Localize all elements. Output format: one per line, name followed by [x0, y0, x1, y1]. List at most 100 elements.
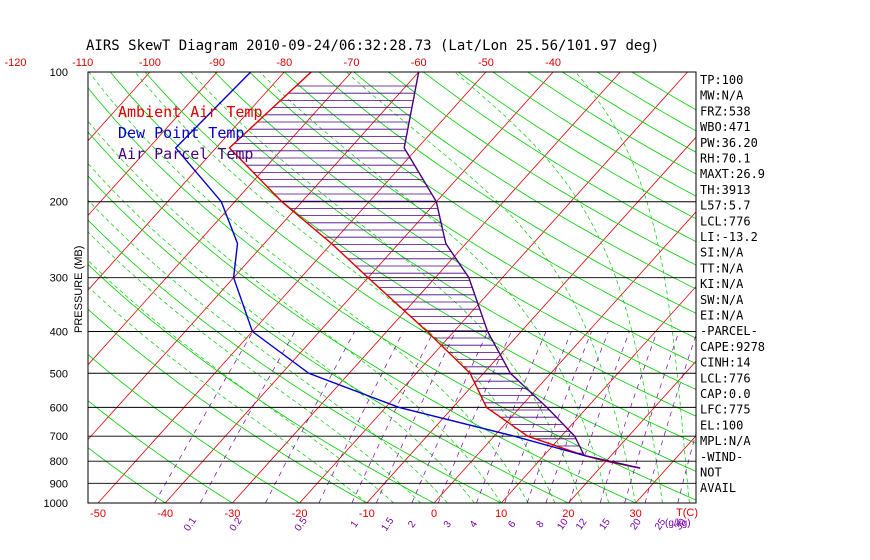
cape-hatch	[232, 85, 638, 469]
pressure-tick-label: 100	[50, 67, 68, 79]
moist-adiabat-line	[190, 72, 583, 503]
dry-adiabat-line	[284, 72, 696, 339]
mixing-ratio-tick-label: 12	[574, 516, 590, 532]
index-label: WBO:471	[700, 120, 751, 134]
dry-adiabat-line	[179, 72, 696, 417]
top-temp-tick-label: -40	[545, 57, 561, 69]
dry-adiabat-line	[388, 72, 696, 266]
mixing-ratio-line	[154, 331, 254, 503]
pressure-tick-label: 600	[50, 402, 68, 414]
index-label: EI:N/A	[700, 309, 744, 323]
index-label: AVAIL	[700, 481, 736, 495]
index-label: LCL:776	[700, 214, 751, 228]
moist-adiabat-line	[88, 199, 448, 503]
index-label: EL:100	[700, 418, 743, 432]
isotherm-line	[366, 136, 696, 503]
dry-adiabat-line	[88, 400, 233, 503]
bottom-temp-tick-label: -30	[224, 508, 240, 520]
bottom-temp-tick-label: 30	[629, 508, 641, 520]
isotherm-line	[568, 360, 696, 503]
moist-adiabat-line	[259, 72, 610, 503]
top-temp-tick-label: -120	[4, 57, 26, 69]
mixing-ratio-tick-label: 1	[349, 519, 361, 530]
pressure-tick-label: 1000	[44, 498, 68, 510]
dry-adiabat-line	[88, 354, 300, 503]
top-temp-tick-label: -70	[344, 57, 360, 69]
y-axis-label: PRESSURE (MB)	[73, 246, 85, 333]
dry-adiabat-line	[88, 263, 435, 503]
isotherm-line	[0, 72, 16, 503]
index-label: FRZ:538	[700, 104, 751, 118]
bottom-temp-tick-label: 10	[495, 508, 507, 520]
index-label: KI:N/A	[700, 277, 744, 291]
dry-adiabat-line	[527, 72, 696, 175]
pressure-tick-label: 400	[50, 326, 68, 338]
dry-adiabat-line	[249, 72, 696, 365]
isotherm-line	[770, 72, 870, 503]
top-temp-tick-label: -90	[209, 57, 225, 69]
dry-adiabat-line	[88, 175, 569, 503]
index-label: MPL:N/A	[700, 434, 751, 448]
ambient-temp-line	[228, 72, 641, 469]
moist-adiabat-line	[88, 120, 502, 503]
top-temp-tick-label: -50	[478, 57, 494, 69]
dry-adiabat-line	[88, 447, 166, 503]
isotherm-line	[433, 211, 696, 503]
dry-adiabat-line	[318, 72, 696, 314]
dry-adiabat-line	[88, 219, 502, 503]
index-label: NOT	[700, 466, 722, 480]
index-label: SW:N/A	[700, 293, 744, 307]
legend-parcel: Air Parcel Temp	[118, 145, 253, 163]
index-label: MAXT:26.9	[700, 167, 765, 181]
isotherm-line	[97, 72, 487, 503]
pressure-tick-label: 900	[50, 478, 68, 490]
index-label: SI:N/A	[700, 246, 744, 260]
pressure-tick-label: 500	[50, 368, 68, 380]
index-label: -WIND-	[700, 450, 743, 464]
mixing-ratio-tick-label: 3	[442, 519, 454, 530]
index-label: RH:70.1	[700, 152, 751, 166]
mixing-ratio-tick-label: 1.5	[379, 515, 396, 533]
moist-adiabat-line	[346, 72, 636, 503]
dry-adiabat-line	[88, 87, 696, 501]
mixing-ratio-tick-label: 4	[468, 519, 480, 530]
top-temp-tick-label: -80	[276, 57, 292, 69]
mixing-ratio-tick-label: 2	[406, 519, 418, 530]
index-label: TP:100	[700, 73, 743, 87]
index-label: -PARCEL-	[700, 324, 758, 338]
legend-dewpoint: Dew Point Temp	[118, 124, 244, 142]
bottom-temp-tick-label: -40	[157, 508, 173, 520]
isotherm-line	[500, 285, 696, 503]
moist-adiabat-line	[88, 260, 394, 503]
moist-adiabat-line	[88, 72, 529, 503]
index-label: MW:N/A	[700, 89, 744, 103]
mixing-ratio-line	[644, 334, 696, 503]
mixing-ratio-tick-label: 0.1	[182, 515, 199, 533]
index-label: L57:5.7	[700, 199, 751, 213]
series-lines	[174, 72, 641, 469]
dry-adiabat-line	[88, 131, 636, 503]
plot-frame	[87, 71, 697, 504]
bottom-temp-tick-label: -20	[292, 508, 308, 520]
dry-adiabat-line	[144, 72, 696, 444]
index-label: CAP:0.0	[700, 387, 751, 401]
isotherm-line	[299, 72, 688, 503]
pressure-tick-label: 300	[50, 273, 68, 285]
index-label: CINH:14	[700, 356, 751, 370]
dry-adiabat-line	[88, 308, 367, 503]
moist-adiabat-line	[88, 231, 421, 503]
moist-adiabat-line	[454, 72, 663, 503]
mixing-ratio-tick-label: 8	[534, 519, 546, 530]
top-temp-tick-label: -60	[411, 57, 427, 69]
moist-adiabat-line	[575, 72, 690, 503]
chart-title: AIRS SkewT Diagram 2010-09-24/06:32:28.7…	[86, 38, 659, 54]
index-label: LFC:775	[700, 403, 751, 417]
isotherm-line	[88, 72, 218, 217]
isotherm-line	[164, 72, 554, 503]
moist-adiabat-line	[88, 286, 368, 503]
isotherm-line	[88, 72, 285, 291]
top-temp-tick-label: -100	[139, 57, 161, 69]
parcel-temp-line	[403, 72, 641, 469]
isotherm-line	[0, 72, 83, 503]
